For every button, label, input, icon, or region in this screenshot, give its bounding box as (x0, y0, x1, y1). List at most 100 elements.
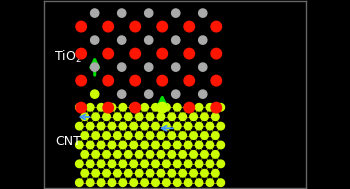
Circle shape (86, 122, 94, 130)
Circle shape (184, 48, 195, 59)
Circle shape (97, 122, 105, 130)
Circle shape (179, 170, 187, 177)
Circle shape (195, 160, 203, 168)
Circle shape (108, 104, 116, 111)
Circle shape (103, 132, 110, 139)
Circle shape (97, 179, 105, 186)
Circle shape (81, 170, 89, 177)
Circle shape (195, 104, 203, 111)
Circle shape (168, 151, 176, 158)
Circle shape (184, 122, 192, 130)
Circle shape (130, 179, 138, 186)
Circle shape (157, 113, 165, 120)
Circle shape (157, 102, 168, 113)
Circle shape (91, 9, 99, 17)
Circle shape (206, 179, 213, 186)
Circle shape (141, 160, 148, 168)
Circle shape (130, 141, 138, 149)
Circle shape (130, 102, 140, 113)
Circle shape (199, 9, 207, 17)
Circle shape (201, 170, 208, 177)
Circle shape (125, 132, 132, 139)
Circle shape (179, 113, 187, 120)
Circle shape (76, 122, 83, 130)
Circle shape (97, 141, 105, 149)
Circle shape (174, 122, 181, 130)
Circle shape (163, 179, 170, 186)
Circle shape (135, 132, 143, 139)
Circle shape (86, 104, 94, 111)
Circle shape (211, 21, 222, 32)
Circle shape (190, 151, 197, 158)
Circle shape (103, 151, 110, 158)
Circle shape (91, 63, 99, 71)
Circle shape (125, 170, 132, 177)
Circle shape (92, 151, 99, 158)
Circle shape (174, 141, 181, 149)
Circle shape (146, 151, 154, 158)
Circle shape (172, 63, 180, 71)
Circle shape (163, 122, 170, 130)
Circle shape (184, 21, 195, 32)
Circle shape (76, 179, 83, 186)
Circle shape (119, 179, 127, 186)
Circle shape (152, 104, 159, 111)
Circle shape (184, 104, 192, 111)
Circle shape (141, 179, 148, 186)
Circle shape (217, 141, 225, 149)
Circle shape (130, 48, 140, 59)
Circle shape (157, 151, 165, 158)
Circle shape (118, 90, 126, 98)
Circle shape (152, 160, 159, 168)
Circle shape (157, 21, 168, 32)
Circle shape (119, 104, 127, 111)
Circle shape (118, 63, 126, 71)
Circle shape (174, 160, 181, 168)
Circle shape (217, 122, 225, 130)
Circle shape (145, 90, 153, 98)
Circle shape (130, 160, 138, 168)
Circle shape (190, 113, 197, 120)
Circle shape (76, 21, 86, 32)
Circle shape (184, 160, 192, 168)
Circle shape (184, 141, 192, 149)
Circle shape (135, 151, 143, 158)
Circle shape (76, 104, 83, 111)
Circle shape (86, 160, 94, 168)
Circle shape (195, 179, 203, 186)
Circle shape (125, 113, 132, 120)
Circle shape (179, 151, 187, 158)
Circle shape (217, 160, 225, 168)
Circle shape (119, 160, 127, 168)
Circle shape (145, 63, 153, 71)
Circle shape (97, 160, 105, 168)
Circle shape (168, 132, 176, 139)
Circle shape (118, 36, 126, 44)
Circle shape (195, 141, 203, 149)
Circle shape (141, 104, 148, 111)
Circle shape (81, 151, 89, 158)
Circle shape (157, 75, 168, 86)
Circle shape (141, 141, 148, 149)
Circle shape (91, 90, 99, 98)
Circle shape (206, 141, 213, 149)
Circle shape (157, 132, 165, 139)
Circle shape (206, 104, 213, 111)
Circle shape (86, 179, 94, 186)
Circle shape (184, 102, 195, 113)
Circle shape (212, 132, 219, 139)
Circle shape (174, 179, 181, 186)
Circle shape (125, 151, 132, 158)
Circle shape (152, 122, 159, 130)
Circle shape (179, 132, 187, 139)
Circle shape (157, 170, 165, 177)
Text: CNT: CNT (55, 135, 81, 148)
Circle shape (168, 170, 176, 177)
Circle shape (190, 132, 197, 139)
Circle shape (157, 48, 168, 59)
Circle shape (114, 151, 121, 158)
Circle shape (212, 151, 219, 158)
Circle shape (108, 179, 116, 186)
Circle shape (172, 9, 180, 17)
Circle shape (92, 170, 99, 177)
